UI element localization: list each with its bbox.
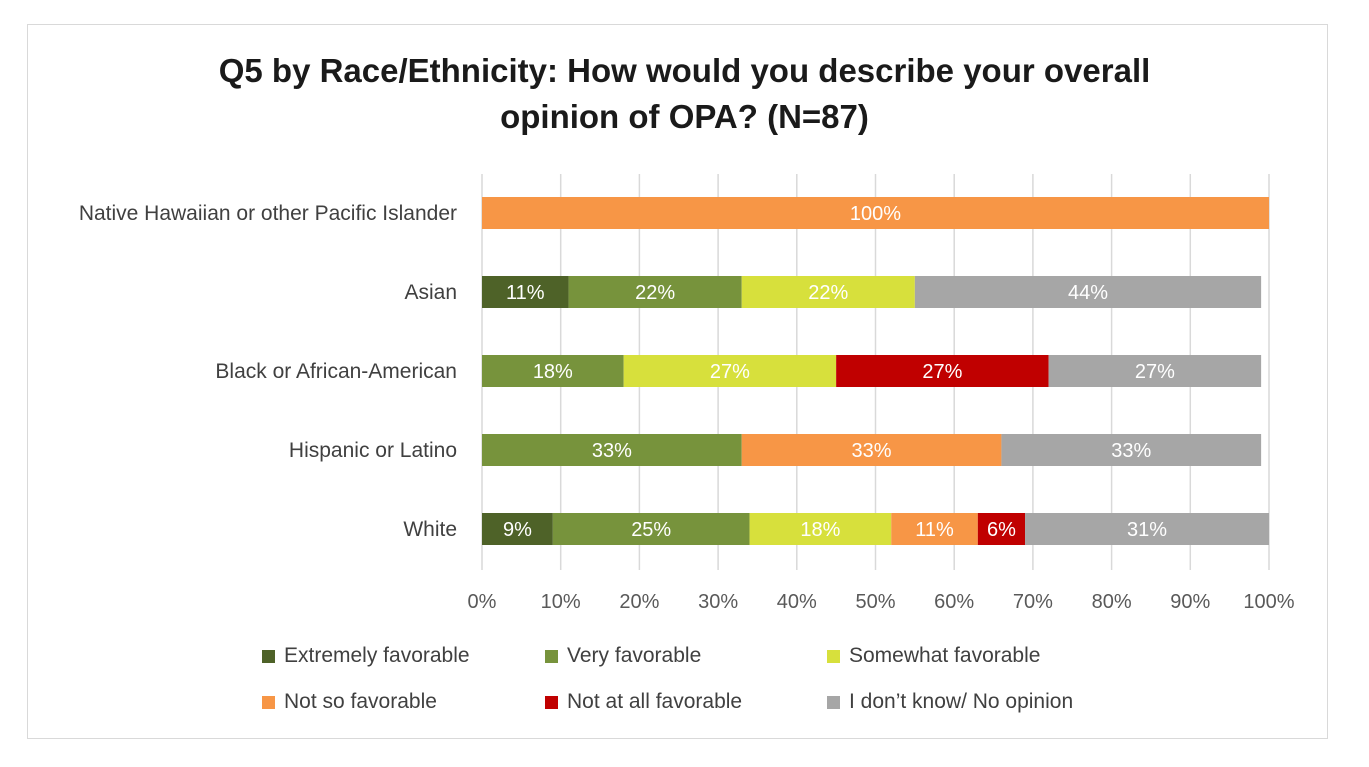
legend-swatch — [262, 695, 275, 709]
x-tick-label: 0% — [468, 591, 497, 613]
legend-label: Somewhat favorable — [849, 644, 1041, 667]
legend-label: I don’t know/ No opinion — [849, 690, 1074, 713]
bar-segment — [568, 276, 742, 308]
legend-swatch — [262, 649, 275, 663]
x-tick-label: 80% — [1092, 591, 1132, 613]
x-tick-label: 40% — [777, 591, 817, 613]
data-label: 18% — [533, 361, 573, 383]
bar-segment — [482, 276, 569, 308]
legend-item: Not at all favorable — [545, 689, 742, 715]
data-label: 11% — [506, 282, 545, 304]
chart-title: Q5 by Race/Ethnicity: How would you desc… — [0, 48, 1369, 140]
legend-swatch — [545, 649, 558, 663]
data-label: 22% — [635, 282, 675, 304]
data-label: 6% — [987, 519, 1016, 541]
legend-swatch — [827, 649, 840, 663]
bar-segment — [623, 355, 837, 387]
bar-segment — [1025, 513, 1269, 545]
data-label: 9% — [503, 519, 532, 541]
bar-segment — [749, 513, 892, 545]
data-label: 18% — [800, 519, 840, 541]
data-label: 27% — [1135, 361, 1175, 383]
data-label: 33% — [852, 440, 892, 462]
bar-segment — [482, 513, 553, 545]
data-label: 22% — [808, 282, 848, 304]
data-label: 11% — [915, 519, 954, 541]
bar-segment — [1048, 355, 1262, 387]
data-label: 25% — [631, 519, 671, 541]
legend-item: Not so favorable — [262, 689, 437, 715]
chart-title-line-1: Q5 by Race/Ethnicity: How would you desc… — [218, 52, 1151, 89]
x-tick-label: 70% — [1013, 591, 1053, 613]
legend-swatch — [827, 695, 840, 709]
x-tick-label: 90% — [1170, 591, 1210, 613]
data-label: 100% — [850, 203, 901, 225]
x-tick-label: 10% — [541, 591, 581, 613]
bar-segment — [1001, 434, 1262, 466]
bar-segment — [741, 434, 1002, 466]
category-label: White — [403, 518, 457, 541]
bar-segment — [977, 513, 1026, 545]
data-label: 33% — [592, 440, 632, 462]
bar-segment — [482, 434, 742, 466]
legend-item: Very favorable — [545, 643, 701, 669]
category-label: Asian — [404, 281, 457, 304]
category-label: Hispanic or Latino — [289, 439, 457, 462]
bar-segment — [741, 276, 915, 308]
bar-segment — [836, 355, 1049, 387]
legend-item: I don’t know/ No opinion — [827, 689, 1073, 715]
data-label: 27% — [922, 361, 962, 383]
legend-label: Very favorable — [567, 644, 702, 667]
data-label: 31% — [1127, 519, 1167, 541]
bar-segment — [914, 276, 1262, 308]
x-tick-label: 30% — [698, 591, 738, 613]
legend-label: Extremely favorable — [284, 644, 470, 667]
bar-segment — [482, 355, 624, 387]
chart-title-line-2: opinion of OPA? (N=87) — [500, 98, 869, 135]
x-tick-label: 60% — [934, 591, 974, 613]
legend-item: Extremely favorable — [262, 643, 470, 669]
data-label: 27% — [710, 361, 750, 383]
data-label: 33% — [1111, 440, 1151, 462]
legend-swatch — [545, 695, 558, 709]
x-tick-label: 100% — [1243, 591, 1294, 613]
bar-segment — [891, 513, 978, 545]
bar-segment — [482, 197, 1269, 229]
category-label: Black or African-American — [215, 360, 457, 383]
legend-item: Somewhat favorable — [827, 643, 1040, 669]
data-label: 44% — [1068, 282, 1108, 304]
legend-label: Not so favorable — [284, 690, 437, 713]
category-label: Native Hawaiian or other Pacific Islande… — [79, 202, 457, 225]
x-tick-label: 20% — [619, 591, 659, 613]
x-tick-label: 50% — [855, 591, 895, 613]
legend-label: Not at all favorable — [567, 690, 743, 713]
bar-segment — [552, 513, 750, 545]
